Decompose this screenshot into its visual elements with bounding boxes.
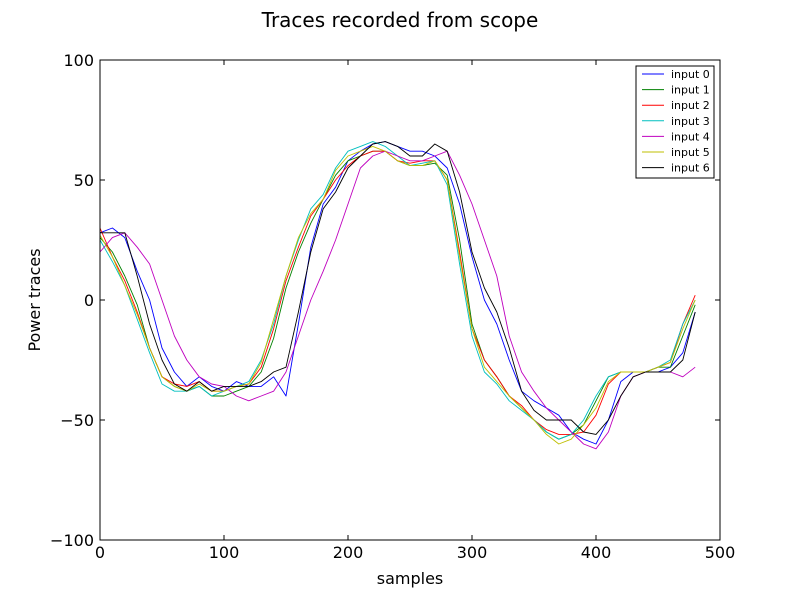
y-tick-label: 50 (74, 171, 94, 190)
x-tick-label: 300 (457, 543, 488, 562)
y-tick-label: −50 (60, 411, 94, 430)
series-line-6 (100, 141, 696, 435)
legend: input 0 input 1 input 2 input 3 input 4 input… (635, 65, 715, 179)
series-layer (99, 141, 696, 450)
x-tick-label: 400 (581, 543, 612, 562)
legend-label-5: input 5 (671, 146, 710, 159)
legend-label-2: input 2 (671, 99, 710, 112)
legend-label-1: input 1 (671, 84, 710, 97)
legend-box (635, 65, 715, 179)
y-tick-label: 0 (84, 291, 94, 310)
series-line-4 (99, 150, 696, 450)
legend-label-6: input 6 (671, 162, 710, 175)
legend-label-3: input 3 (671, 115, 710, 128)
x-tick-label: 100 (209, 543, 240, 562)
legend-label-4: input 4 (671, 130, 710, 143)
y-tick-label: 100 (63, 51, 94, 70)
series-line-5 (99, 145, 696, 445)
y-tick-label: −100 (50, 531, 94, 550)
x-axis-label: samples (377, 569, 444, 588)
x-tick-label: 200 (333, 543, 364, 562)
ticks-layer: 0 100 200 300 400 500 −100 −50 0 50 100 (50, 51, 735, 562)
y-axis-label: Power traces (25, 248, 44, 351)
legend-label-0: input 0 (671, 68, 710, 81)
x-tick-label: 500 (705, 543, 736, 562)
chart-title: Traces recorded from scope (261, 8, 539, 32)
x-tick-label: 0 (95, 543, 105, 562)
